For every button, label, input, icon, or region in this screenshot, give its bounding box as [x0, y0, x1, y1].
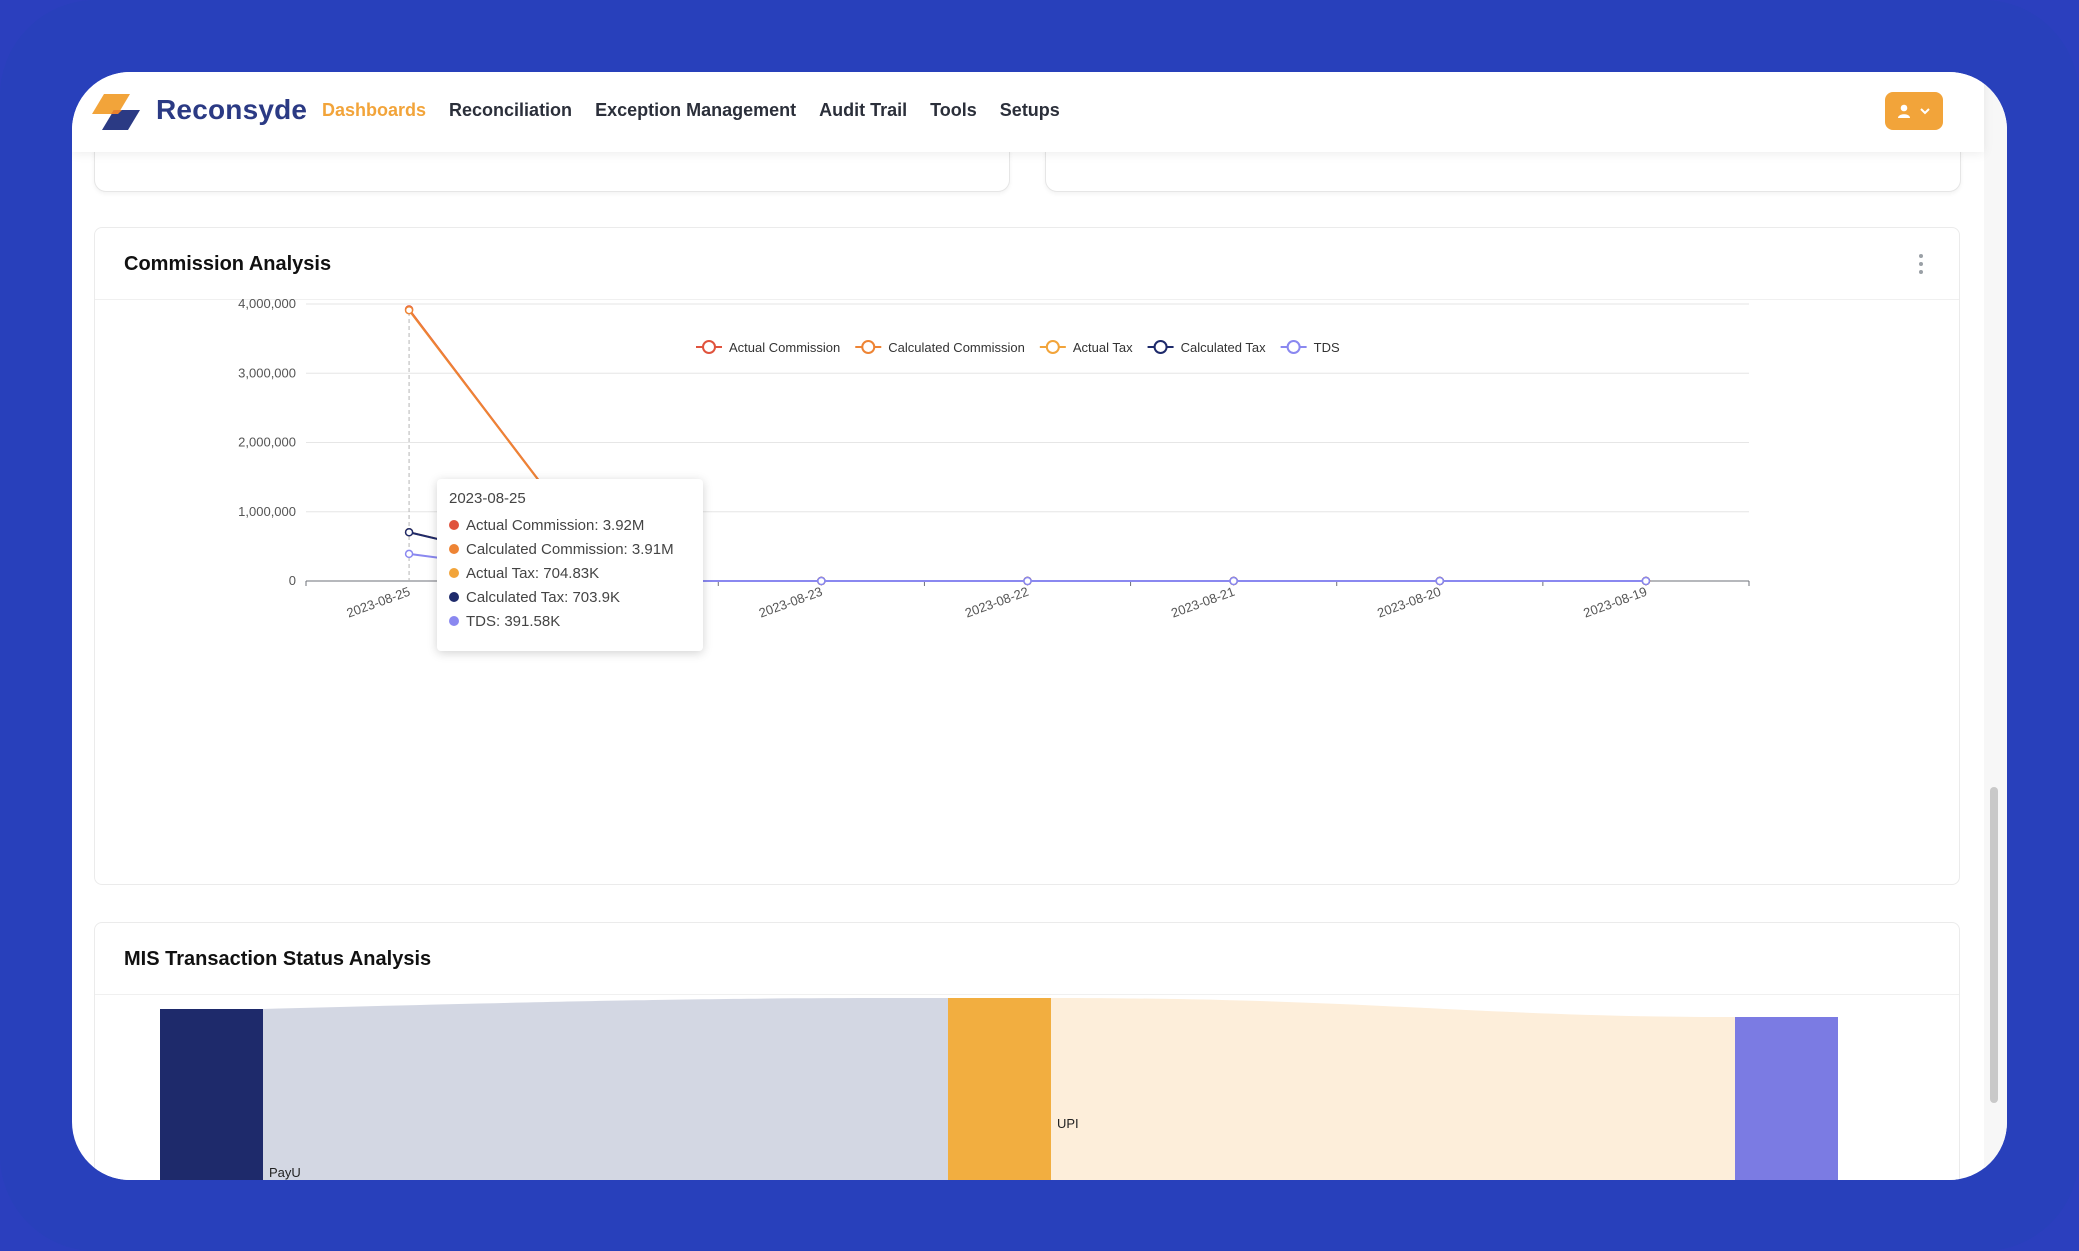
tooltip-text: Actual Commission: 3.92M	[466, 516, 645, 534]
sankey-link-payu-upi	[263, 998, 948, 1180]
nav-audit-trail[interactable]: Audit Trail	[819, 100, 908, 120]
series-point	[1435, 576, 1445, 586]
tooltip-row: Actual Commission: 3.92M	[449, 513, 691, 537]
series-point	[404, 528, 414, 537]
tooltip-text: TDS: 391.58K	[466, 612, 561, 630]
nav-exception-management[interactable]: Exception Management	[595, 100, 797, 120]
y-tick-label: 4,000,000	[238, 296, 296, 311]
legend-marker	[1286, 340, 1301, 354]
sankey-label-upi: UPI	[1057, 1116, 1079, 1131]
card-title: MIS Transaction Status Analysis	[124, 948, 432, 970]
card-title: Commission Analysis	[124, 253, 332, 275]
series-point	[817, 576, 826, 586]
tooltip-row: Calculated Tax: 703.9K	[449, 585, 691, 609]
main-nav: Dashboards Reconciliation Exception Mana…	[322, 100, 1083, 121]
y-tick-label: 3,000,000	[238, 365, 296, 380]
kebab-menu-icon[interactable]	[1917, 254, 1925, 274]
legend-label: Actual Tax	[1073, 340, 1133, 355]
scrollbar-thumb[interactable]	[1990, 787, 1998, 1103]
commission-analysis-card: Commission Analysis	[94, 227, 1960, 885]
sankey-node-target	[1735, 1017, 1838, 1180]
chevron-down-icon	[1920, 108, 1930, 115]
series-point	[1023, 576, 1032, 586]
nav-setups[interactable]: Setups	[999, 100, 1060, 120]
legend-label: Actual Commission	[729, 340, 840, 355]
legend-label: TDS	[1314, 340, 1340, 355]
y-tick-label: 1,000,000	[238, 504, 296, 519]
sankey-link-upi-target	[1051, 998, 1735, 1180]
logo-icon[interactable]	[90, 92, 142, 132]
tooltip-dot	[449, 616, 459, 626]
sankey-node-upi	[948, 998, 1051, 1180]
series-point	[404, 549, 414, 559]
tooltip-dot	[449, 568, 459, 578]
nav-dashboards[interactable]: Dashboards	[322, 100, 427, 120]
scrollbar-track[interactable]	[1984, 72, 2007, 1180]
brand-name[interactable]: Reconsyde	[156, 94, 308, 125]
legend-label: Calculated Tax	[1181, 340, 1267, 355]
sankey-diagram: PayU UPI	[160, 998, 1838, 1180]
commission-line-chart: 0 1,000,000 2,000,000 3,000,000 4,000,000 202…	[238, 296, 1750, 621]
chart-tooltip: 2023-08-25 Actual Commission: 3.92M Calcu…	[437, 479, 703, 651]
tooltip-date: 2023-08-25	[449, 490, 526, 507]
legend-marker	[1153, 340, 1168, 354]
legend-label: Calculated Commission	[888, 340, 1025, 355]
user-menu-button[interactable]	[1885, 92, 1943, 130]
tooltip-row: TDS: 391.58K	[449, 609, 691, 633]
tooltip-dot	[449, 520, 459, 530]
nav-tools[interactable]: Tools	[930, 100, 977, 120]
app-window: Reconsyde Dashboards Reconciliation Exce…	[72, 72, 2007, 1180]
y-tick-label: 2,000,000	[238, 435, 296, 450]
legend-marker	[861, 340, 876, 354]
tooltip-text: Calculated Tax: 703.9K	[466, 588, 620, 606]
sankey-node-payu	[160, 1009, 263, 1180]
tooltip-text: Calculated Commission: 3.91M	[466, 540, 674, 558]
series-point	[404, 305, 414, 315]
user-icon	[1898, 104, 1910, 118]
tooltip-row: Actual Tax: 704.83K	[449, 561, 691, 585]
y-tick-label: 0	[289, 573, 296, 588]
card-header: Commission Analysis	[95, 228, 1959, 300]
card-header: MIS Transaction Status Analysis	[95, 923, 1959, 995]
top-navbar: Reconsyde Dashboards Reconciliation Exce…	[72, 72, 1984, 152]
series-point	[1229, 576, 1238, 586]
legend-marker	[1045, 340, 1060, 354]
nav-reconciliation[interactable]: Reconciliation	[449, 100, 573, 120]
legend-marker	[702, 340, 716, 354]
tooltip-dot	[449, 592, 459, 602]
series-point	[1641, 576, 1651, 586]
tooltip-text: Actual Tax: 704.83K	[466, 564, 600, 582]
tooltip-dot	[449, 544, 459, 554]
tooltip-row: Calculated Commission: 3.91M	[449, 537, 691, 561]
sankey-label-payu: PayU	[269, 1165, 301, 1180]
